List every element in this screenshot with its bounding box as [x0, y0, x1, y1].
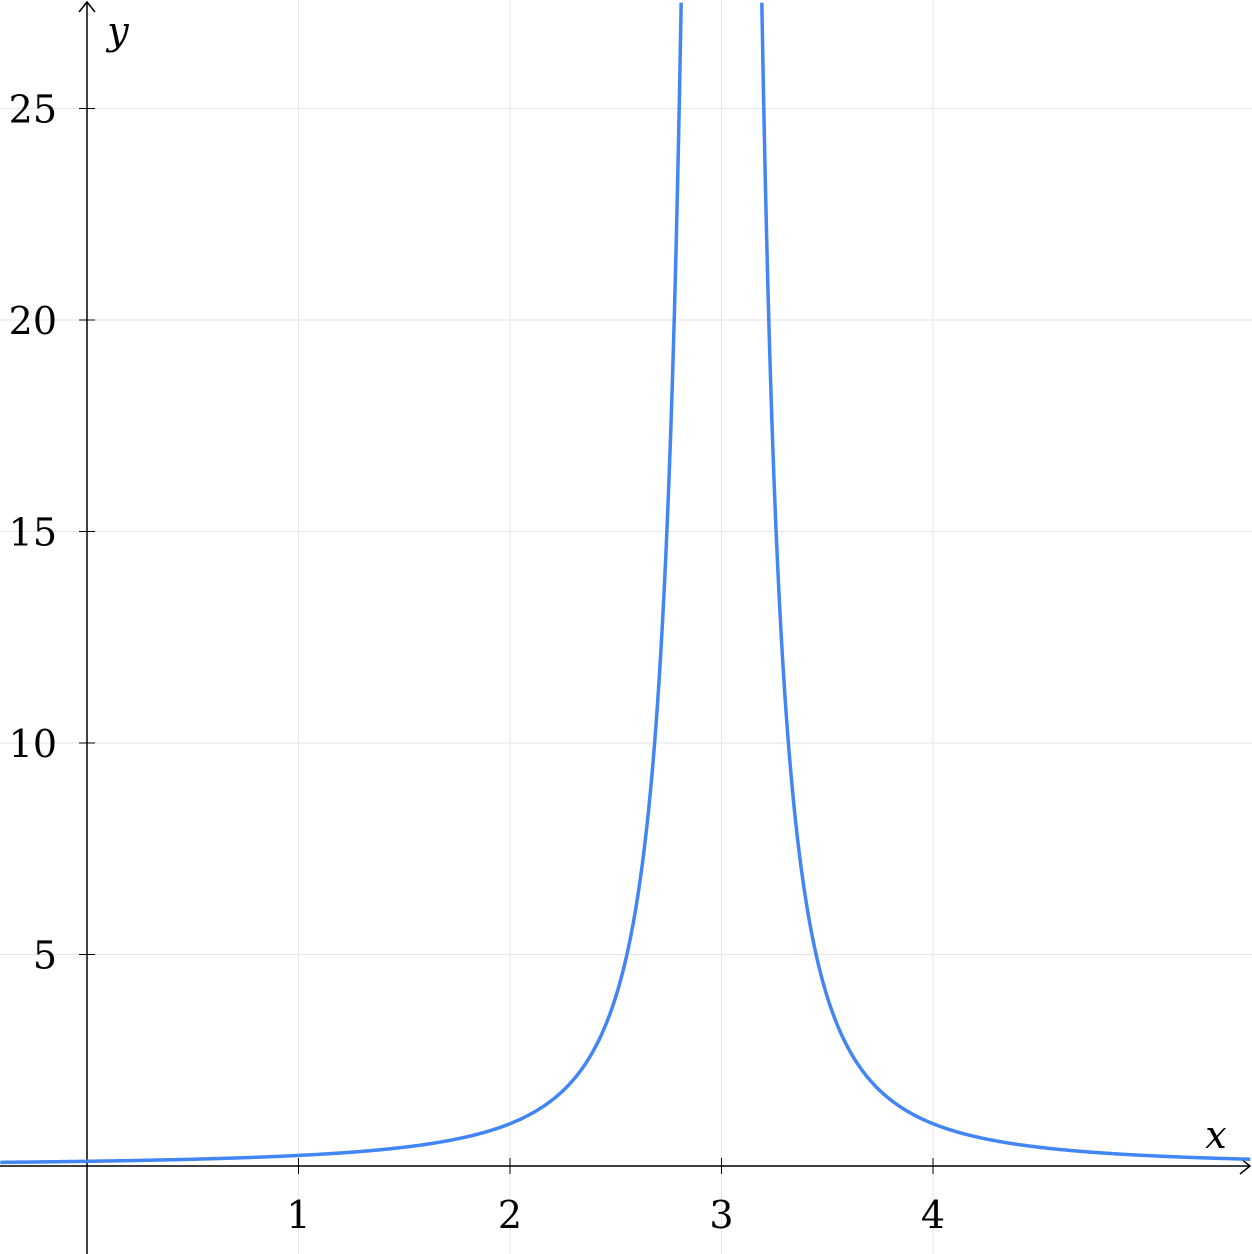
y-axis-label: y	[105, 9, 129, 53]
curve-right-branch	[760, 2, 1251, 1161]
x-tick-label: 1	[286, 1193, 310, 1237]
y-tick-label: 25	[9, 88, 57, 132]
x-tick-label: 2	[498, 1193, 522, 1237]
x-axis-label: x	[1205, 1113, 1226, 1157]
y-tick-label: 20	[9, 299, 57, 343]
y-tick-label: 5	[33, 934, 57, 978]
x-tick-label: 3	[709, 1193, 733, 1237]
y-tick-label: 10	[9, 722, 57, 766]
ticks: 1 2 3 4 5 10 15 20 25	[9, 88, 945, 1238]
y-axis-arrow-icon	[78, 0, 96, 13]
x-tick-label: 4	[921, 1193, 945, 1237]
curve-left-branch	[0, 2, 683, 1165]
y-tick-label: 15	[9, 511, 57, 555]
